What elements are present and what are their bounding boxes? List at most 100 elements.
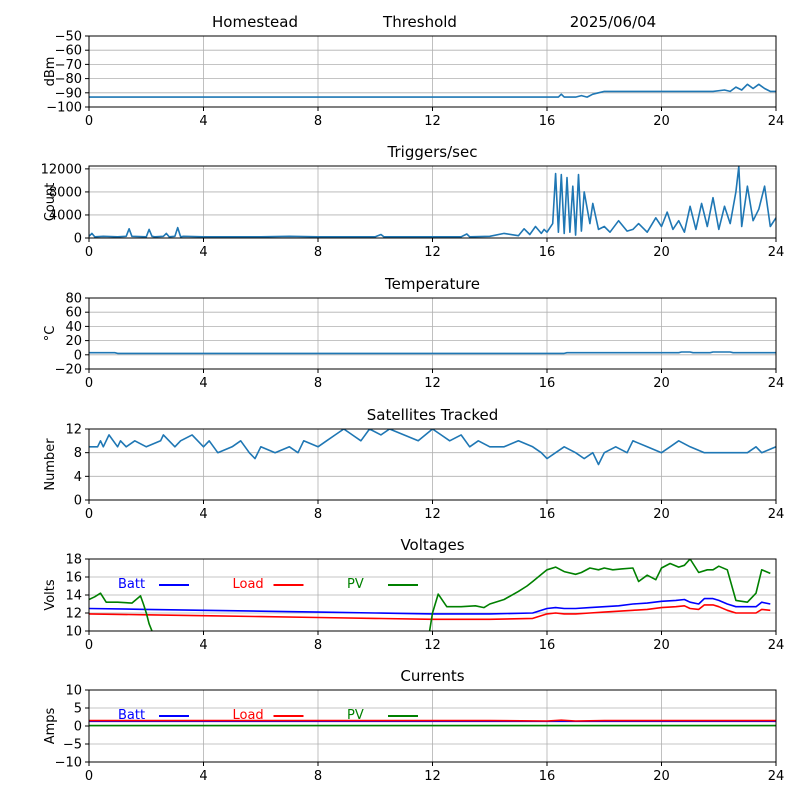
y-axis-label: Volts [43, 579, 58, 611]
y-axis-label: °C [43, 326, 58, 342]
x-tick-label: 8 [314, 245, 322, 260]
y-tick-label: 0 [74, 720, 82, 735]
y-tick-label: 12000 [41, 162, 82, 177]
series-group [89, 351, 776, 355]
x-tick-label: 12 [424, 638, 441, 653]
x-tick-label: 4 [199, 376, 207, 391]
x-tick-label: 20 [653, 376, 670, 391]
y-tick-label: −60 [55, 44, 82, 59]
x-tick-label: 24 [768, 507, 785, 522]
x-tick-label: 0 [85, 245, 93, 260]
series-line-triggers [89, 166, 776, 238]
series-group [89, 429, 776, 466]
y-tick-label: 18 [65, 553, 82, 568]
legend: Batt Load PV [118, 577, 418, 592]
series-line-satellites [89, 429, 776, 466]
y-tick-label: −90 [55, 86, 82, 101]
panel-satellites: 0 4 8 12 16 20 24 0 4 8 12 Satellites Tracked Number [43, 406, 784, 522]
y-tick-label: 12 [65, 607, 82, 622]
panel-triggers: 0 4 8 12 16 20 24 0 4000 8000 12000 Triggers/sec Cou… [41, 143, 785, 260]
x-tick-label: 4 [199, 114, 207, 129]
x-tick-label: 20 [653, 769, 670, 784]
y-tick-label: −80 [55, 72, 82, 87]
legend-label: Batt [118, 708, 145, 723]
y-tick-label: 0 [74, 232, 82, 247]
series-group [89, 719, 776, 727]
x-tick-label: 12 [424, 114, 441, 129]
panel-title: Triggers/sec [387, 143, 478, 161]
x-tick-label: 4 [199, 769, 207, 784]
x-tick-label: 8 [314, 769, 322, 784]
x-tick-label: 20 [653, 245, 670, 260]
x-tick-label: 24 [768, 638, 785, 653]
y-tick-label: 10 [65, 684, 82, 699]
y-tick-label: 0 [74, 494, 82, 509]
y-tick-label: −50 [55, 30, 82, 45]
x-tick-label: 24 [768, 769, 785, 784]
x-tick-label: 16 [539, 769, 556, 784]
legend: Batt Load PV [118, 708, 418, 723]
x-tick-label: 4 [199, 507, 207, 522]
series-group [89, 83, 776, 98]
y-tick-label: −10 [55, 756, 82, 771]
y-axis-label: Amps [43, 707, 58, 744]
panel-voltages: 0 4 8 12 16 20 24 10 12 14 16 18 Voltages Volts Batt Lo… [43, 536, 784, 653]
x-tick-label: 12 [424, 376, 441, 391]
y-tick-label: −20 [55, 363, 82, 378]
x-tick-label: 0 [85, 638, 93, 653]
legend-label: Load [233, 708, 264, 723]
x-tick-label: 12 [424, 769, 441, 784]
y-axis-label: Number [43, 438, 58, 491]
y-tick-label: 4000 [49, 208, 82, 223]
y-tick-label: 4 [74, 470, 82, 485]
x-tick-label: 4 [199, 638, 207, 653]
x-tick-label: 12 [424, 507, 441, 522]
series-group [89, 166, 776, 238]
y-axis-label: Count [43, 183, 58, 222]
series-line-load [89, 604, 771, 621]
series-line-pv [89, 559, 771, 631]
x-tick-label: 16 [539, 114, 556, 129]
series-line-batt [89, 597, 771, 615]
x-tick-label: 24 [768, 376, 785, 391]
y-axis-label: dBm [43, 57, 58, 87]
y-tick-label: 12 [65, 423, 82, 438]
x-tick-label: 0 [85, 769, 93, 784]
y-tick-label: 16 [65, 571, 82, 586]
y-tick-label: −5 [63, 738, 82, 753]
y-tick-label: −100 [46, 101, 82, 116]
y-tick-label: −70 [55, 58, 82, 73]
x-tick-label: 20 [653, 507, 670, 522]
legend-label: Batt [118, 577, 145, 592]
legend-label: PV [347, 708, 364, 723]
x-tick-label: 0 [85, 376, 93, 391]
series-line-signal [89, 83, 776, 98]
legend-label: Load [233, 577, 264, 592]
y-tick-label: 40 [65, 320, 82, 335]
y-tick-label: 8000 [49, 185, 82, 200]
y-tick-label: 5 [74, 702, 82, 717]
legend-label: PV [347, 577, 364, 592]
y-tick-label: 0 [74, 348, 82, 363]
series-line-load [89, 719, 776, 722]
x-tick-label: 20 [653, 638, 670, 653]
header-date: 2025/06/04 [570, 13, 656, 31]
panel-title: Currents [400, 667, 464, 685]
x-tick-label: 4 [199, 245, 207, 260]
x-tick-label: 20 [653, 114, 670, 129]
header-mode: Threshold [382, 13, 457, 31]
x-tick-label: 0 [85, 114, 93, 129]
x-tick-label: 8 [314, 507, 322, 522]
series-group [89, 559, 771, 631]
x-tick-label: 24 [768, 114, 785, 129]
x-tick-label: 0 [85, 507, 93, 522]
panel-title: Temperature [384, 275, 480, 293]
header-site: Homestead [212, 13, 298, 31]
x-tick-label: 8 [314, 114, 322, 129]
y-tick-label: 60 [65, 306, 82, 321]
series-line-temperature [89, 351, 776, 355]
y-tick-label: 10 [65, 625, 82, 640]
